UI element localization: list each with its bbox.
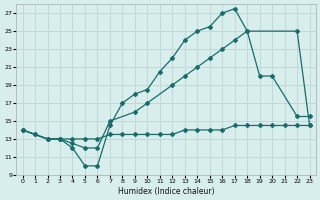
X-axis label: Humidex (Indice chaleur): Humidex (Indice chaleur) [118, 187, 214, 196]
